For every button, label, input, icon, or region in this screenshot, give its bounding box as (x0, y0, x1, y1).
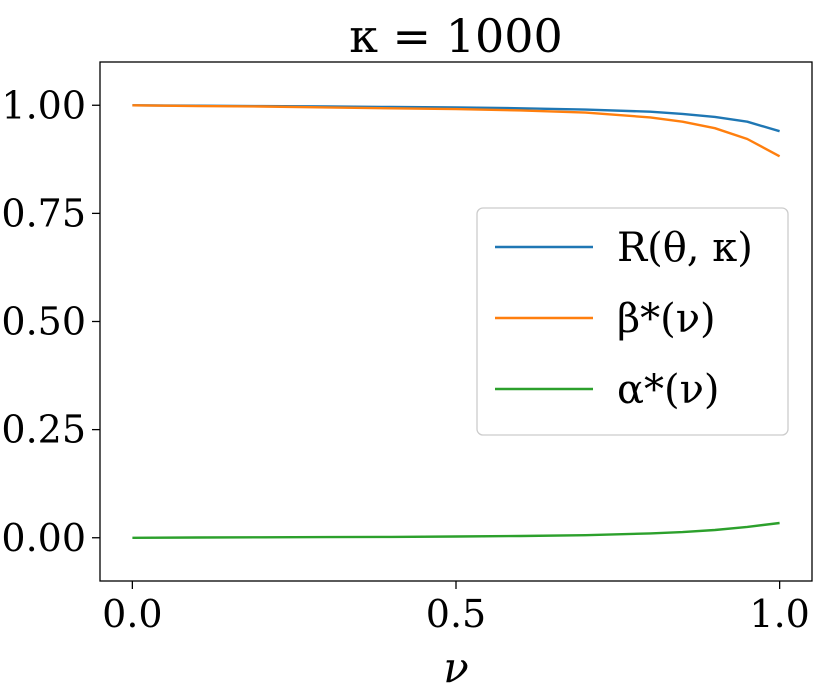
series-line-2 (132, 521, 780, 539)
legend-label-1: β*(ν) (617, 296, 716, 342)
legend: R(θ, κ) β*(ν) α*(ν) (476, 207, 789, 436)
y-tick-label: 0.00 (1, 516, 86, 560)
series-line-1 (132, 104, 781, 158)
x-axis-label: ν (443, 643, 469, 692)
chart-title: κ = 1000 (349, 9, 563, 63)
y-tick-label: 0.75 (1, 191, 86, 235)
legend-label-0: R(θ, κ) (617, 225, 753, 271)
x-tick-label: 1.0 (749, 592, 809, 636)
y-tick-label: 0.50 (1, 300, 86, 344)
legend-label-2: α*(ν) (617, 367, 720, 413)
y-tick-label: 1.00 (1, 83, 86, 127)
x-tick-label: 0.0 (102, 592, 162, 636)
plot-area: 0.0 0.5 1.0 0.00 0.25 0.50 0.75 1.00 (1, 61, 813, 636)
y-tick-label: 0.25 (1, 408, 86, 452)
legend-box (476, 207, 789, 436)
x-tick-label: 0.5 (426, 592, 486, 636)
